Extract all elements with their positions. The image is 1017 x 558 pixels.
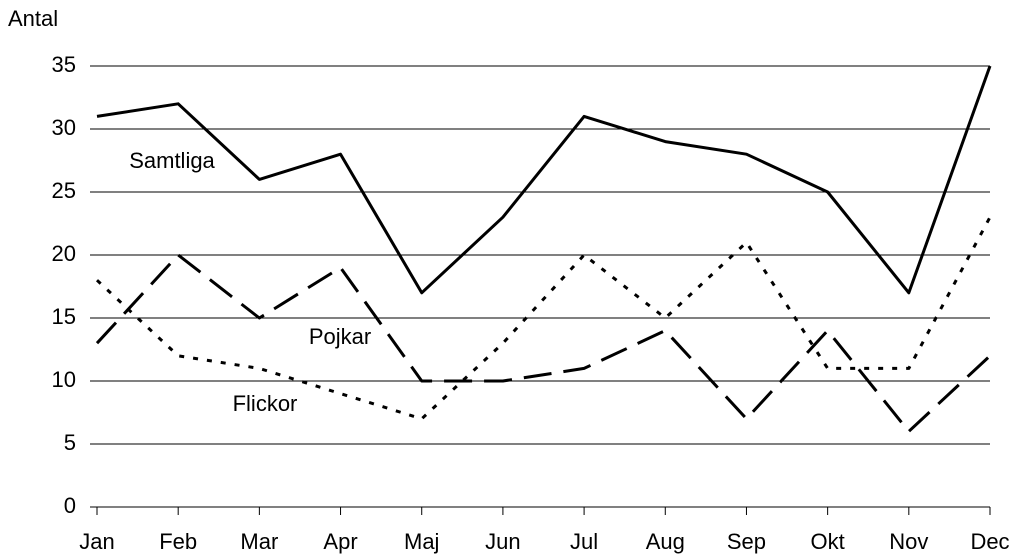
y-tick-label: 10 bbox=[52, 367, 76, 392]
series-line bbox=[95, 253, 992, 433]
x-tick-label: Okt bbox=[811, 529, 845, 554]
y-tick-label: 20 bbox=[52, 241, 76, 266]
series-label: Pojkar bbox=[309, 324, 371, 349]
x-tick-label: Maj bbox=[404, 529, 439, 554]
y-tick-label: 5 bbox=[64, 430, 76, 455]
y-axis-label: Antal bbox=[8, 6, 58, 31]
y-tick-label: 15 bbox=[52, 304, 76, 329]
x-tick-label: Dec bbox=[970, 529, 1009, 554]
y-tick-label: 35 bbox=[52, 52, 76, 77]
x-tick-label: Aug bbox=[646, 529, 685, 554]
series-label: Samtliga bbox=[129, 148, 215, 173]
x-tick-label: Jun bbox=[485, 529, 520, 554]
y-tick-label: 30 bbox=[52, 115, 76, 140]
y-tick-label: 0 bbox=[64, 493, 76, 518]
series-line bbox=[96, 65, 992, 295]
x-tick-label: Mar bbox=[240, 529, 278, 554]
series-label: Flickor bbox=[233, 391, 298, 416]
series-line bbox=[95, 216, 992, 421]
x-tick-label: Jan bbox=[79, 529, 114, 554]
y-tick-label: 25 bbox=[52, 178, 76, 203]
x-tick-label: Feb bbox=[159, 529, 197, 554]
x-tick-label: Jul bbox=[570, 529, 598, 554]
x-tick-label: Sep bbox=[727, 529, 766, 554]
x-tick-label: Apr bbox=[323, 529, 357, 554]
x-tick-label: Nov bbox=[889, 529, 928, 554]
